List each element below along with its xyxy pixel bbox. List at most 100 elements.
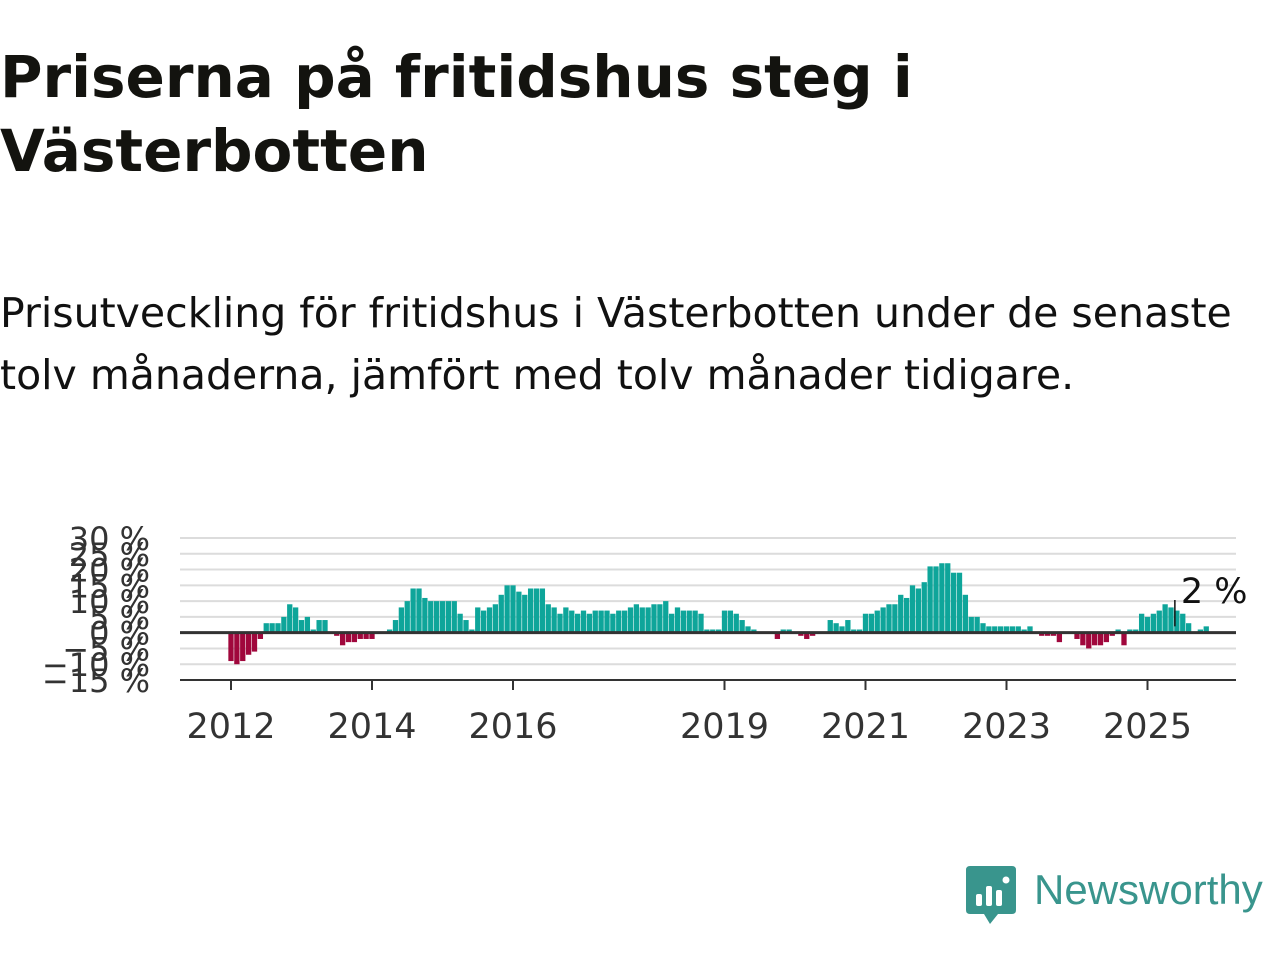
- bar: [551, 607, 557, 633]
- bar: [827, 620, 833, 633]
- bar: [334, 632, 340, 636]
- bar: [351, 632, 358, 643]
- bar: [1115, 629, 1121, 633]
- bar: [692, 610, 698, 633]
- y-tick-label: 15 %: [69, 567, 150, 605]
- bar: [457, 613, 463, 633]
- brand-name: Newsworthy: [1034, 866, 1263, 913]
- bar: [780, 629, 786, 633]
- y-tick-label: 20 %: [69, 552, 150, 590]
- bar: [234, 632, 240, 665]
- bar: [962, 594, 969, 633]
- bar: [604, 610, 610, 633]
- bar: [1097, 632, 1104, 646]
- bar: [1103, 632, 1110, 643]
- bar: [281, 616, 287, 633]
- bar: [316, 620, 322, 633]
- bar: [833, 623, 839, 633]
- bar: [1197, 629, 1204, 633]
- bar: [310, 629, 316, 633]
- newsworthy-logo-icon: [966, 866, 1016, 924]
- bar: [986, 626, 992, 633]
- chart-title: Priserna på fritidshus steg i Västerbott…: [0, 43, 913, 185]
- y-tick-label: 30 %: [69, 520, 150, 558]
- bar: [357, 632, 363, 639]
- bar: [657, 604, 663, 633]
- bar: [1027, 626, 1033, 633]
- bar: [369, 632, 375, 639]
- bar: [433, 601, 440, 633]
- bar: [663, 601, 669, 633]
- bar: [392, 620, 399, 633]
- bar: [251, 632, 258, 652]
- bar: [398, 607, 405, 633]
- bar: [774, 632, 781, 639]
- bar: [598, 610, 604, 633]
- bar: [527, 588, 534, 633]
- bar: [1185, 623, 1192, 633]
- bar: [710, 629, 716, 633]
- bar: [422, 597, 428, 633]
- bar: [627, 607, 634, 633]
- y-tick-label: 25 %: [69, 536, 150, 574]
- bar: [504, 585, 510, 633]
- y-tick-label: −15 %: [42, 662, 150, 700]
- bar: [304, 616, 311, 633]
- bar: [1021, 629, 1027, 633]
- bars: [228, 563, 1209, 665]
- x-tick-label: 2019: [680, 707, 769, 747]
- y-tick-label: 10 %: [69, 583, 150, 621]
- bar: [1162, 604, 1168, 633]
- bar: [428, 601, 434, 633]
- bar: [1091, 632, 1098, 646]
- bar: [898, 594, 904, 633]
- bar-chart: −15 %−10 %−5 %0 %5 %10 %15 %20 %25 %30 %…: [42, 520, 1248, 747]
- grid-lines: [180, 537, 1236, 681]
- bar: [862, 613, 869, 633]
- bar: [275, 623, 281, 633]
- bar: [668, 613, 675, 633]
- bar: [1074, 632, 1080, 639]
- bar: [480, 610, 487, 633]
- bar: [492, 604, 499, 633]
- bar: [451, 601, 457, 633]
- bar: [486, 607, 493, 633]
- bar: [1056, 632, 1063, 643]
- bar: [1156, 610, 1162, 633]
- bar: [915, 588, 922, 633]
- bar: [345, 632, 352, 643]
- bar: [269, 623, 275, 633]
- y-tick-label: −10 %: [42, 646, 150, 684]
- axes: [180, 631, 1236, 681]
- bar: [469, 629, 475, 633]
- bar: [751, 629, 757, 633]
- bar: [968, 616, 974, 633]
- bar: [927, 566, 933, 633]
- bar: [809, 632, 816, 636]
- x-tick-label: 2016: [468, 707, 557, 747]
- bar: [439, 601, 446, 633]
- bar: [680, 610, 687, 633]
- bar: [674, 607, 681, 633]
- bar: [1133, 629, 1139, 633]
- bar: [886, 604, 892, 633]
- bar: [363, 632, 369, 639]
- bar: [475, 607, 481, 633]
- bar: [386, 629, 393, 633]
- bar: [1086, 632, 1092, 649]
- bar: [339, 632, 346, 646]
- bar: [868, 613, 875, 633]
- bar: [845, 620, 851, 633]
- bar: [880, 607, 886, 633]
- bar: [874, 610, 880, 633]
- y-tick-label: −5 %: [62, 630, 150, 668]
- bar: [510, 585, 516, 633]
- bar: [892, 604, 898, 633]
- x-tick-label: 2023: [962, 707, 1051, 747]
- bar: [322, 620, 328, 633]
- bar: [1174, 610, 1180, 633]
- bar: [1003, 626, 1010, 633]
- bar: [569, 610, 575, 633]
- bar: [651, 604, 657, 633]
- bar: [539, 588, 546, 633]
